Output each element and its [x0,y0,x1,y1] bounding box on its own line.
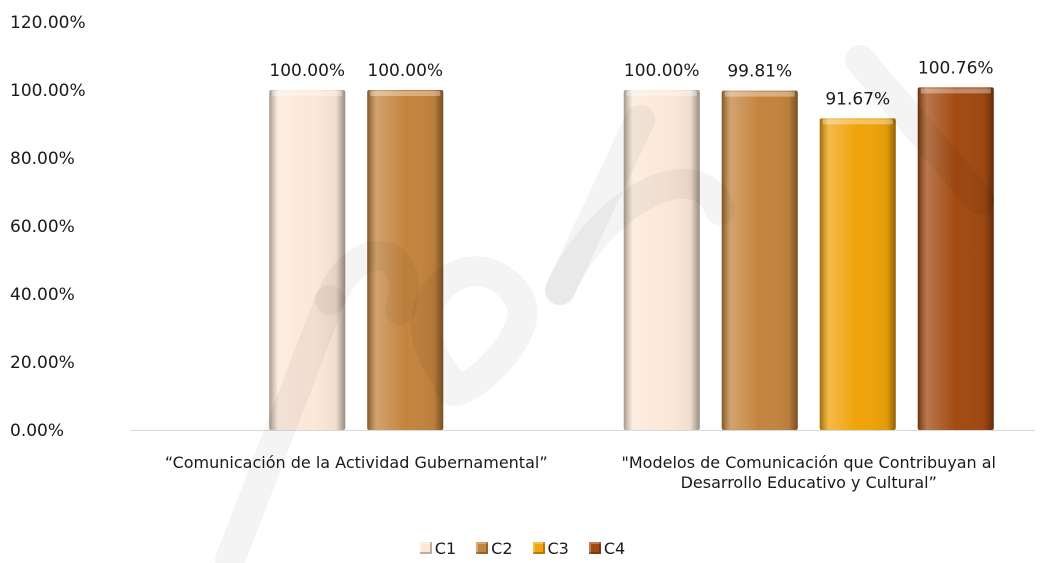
category-label: "Modelos de Comunicación que Contribuyan… [622,453,997,472]
legend-item-c4: C4 [588,538,626,558]
legend-label: C3 [547,538,569,558]
legend-item-c3: C3 [532,538,569,558]
bar-c2 [367,90,444,430]
legend-label: C1 [434,538,457,558]
bar-bevel [269,90,346,430]
y-tick-label: 40.00% [10,285,75,305]
data-label: 100.76% [918,58,994,78]
bar-top-highlight [920,88,991,94]
bar-c4 [917,87,994,430]
bar-top-highlight [724,91,795,97]
legend-swatch [532,542,545,554]
legend-label: C4 [603,538,626,558]
y-tick-label: 100.00% [10,81,86,101]
legend-item-c1: C1 [419,538,457,558]
bar-top-highlight [626,91,697,96]
data-label: 99.81% [727,62,792,82]
y-tick-label: 120.00% [10,13,86,33]
y-tick-label: 20.00% [10,353,75,373]
bar-bevel [721,90,798,431]
legend-swatch [476,542,489,554]
bar-c2 [721,90,798,431]
y-tick-label: 60.00% [10,217,75,237]
x-axis: “Comunicación de la Actividad Gubernamen… [130,430,1035,492]
category-label: “Comunicación de la Actividad Gubernamen… [165,453,548,472]
bar-c1 [269,90,346,430]
bar-bevel [819,118,896,431]
legend-swatch [588,542,601,554]
y-tick-label: 80.00% [10,149,75,169]
data-label: 100.00% [269,61,345,81]
bar-top-highlight [272,91,343,96]
y-tick-label: 0.00% [10,421,64,441]
bar-bevel [917,87,994,430]
data-label: 91.67% [825,89,890,109]
data-label: 100.00% [367,61,443,81]
legend: C1 C2 C3 C4 [0,537,1045,559]
category-label: Desarrollo Educativo y Cultural” [681,473,937,492]
legend-item-c2: C2 [476,538,513,558]
legend-swatch [419,542,432,554]
bar-c3 [819,118,896,431]
data-labels: 100.00% 100.00% 100.00% 99.81% 91.67% 100.76% [269,58,993,109]
bars [269,87,994,431]
bar-bevel [367,90,444,430]
data-label: 100.00% [624,61,700,81]
legend-label: C2 [491,538,513,558]
bar-bevel [623,90,700,430]
bar-top-highlight [370,91,441,96]
bar-c1 [623,90,700,430]
y-axis: 0.00% 20.00% 40.00% 60.00% 80.00% 100.00% 120.… [10,13,86,441]
bar-top-highlight [822,119,893,125]
